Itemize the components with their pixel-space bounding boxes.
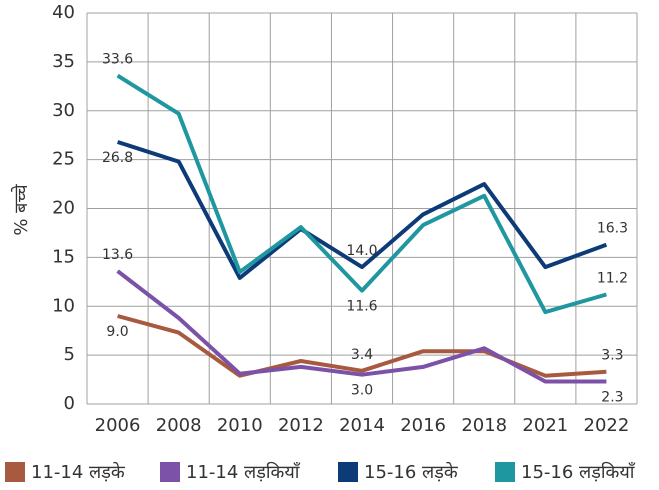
x-tick-label: 2008 [156, 415, 202, 436]
value-label: 3.3 [601, 348, 623, 364]
legend-label: 15-16 लड़के [364, 461, 459, 483]
value-label: 26.8 [102, 150, 133, 166]
x-tick-label: 2010 [217, 415, 263, 436]
y-tick-label: 5 [64, 344, 75, 365]
y-tick-label: 30 [52, 100, 75, 121]
value-label: 2.3 [601, 390, 623, 406]
value-label: 13.6 [102, 247, 133, 263]
y-tick-label: 25 [52, 149, 75, 170]
x-tick-label: 2016 [400, 415, 446, 436]
x-tick-label: 2012 [278, 415, 324, 436]
y-tick-label: 0 [64, 393, 75, 414]
y-tick-label: 40 [52, 2, 75, 23]
value-label: 14.0 [346, 243, 377, 259]
legend-swatch [5, 462, 25, 482]
x-tick-label: 2022 [584, 415, 630, 436]
x-tick-label: 2006 [95, 415, 141, 436]
legend-swatch [338, 462, 358, 482]
line-series [116, 73, 607, 315]
y-tick-label: 20 [52, 198, 75, 219]
x-tick-label: 2014 [339, 415, 385, 436]
value-label: 11.6 [346, 299, 377, 315]
legend-label: 11-14 लड़कियाँ [186, 461, 300, 483]
legend-label: 15-16 लड़कियाँ [521, 461, 635, 483]
value-label: 9.0 [106, 324, 128, 340]
value-label: 11.2 [597, 271, 628, 287]
legend-label: 11-14 लड़के [31, 461, 126, 483]
y-tick-label: 15 [52, 246, 75, 267]
value-label: 16.3 [597, 221, 628, 237]
x-tick-label: 2021 [522, 415, 568, 436]
x-tick-label: 2018 [461, 415, 507, 436]
value-label: 3.0 [351, 383, 373, 399]
legend-swatch [160, 462, 180, 482]
line-series [117, 314, 607, 378]
y-axis-label: % बच्चे [10, 184, 32, 236]
legend-swatch [495, 462, 515, 482]
y-tick-label: 35 [52, 51, 75, 72]
value-label: 33.6 [102, 52, 133, 68]
line-series [116, 140, 608, 280]
value-label: 3.4 [351, 347, 373, 363]
line-series [116, 269, 607, 384]
y-tick-label: 10 [52, 295, 75, 316]
